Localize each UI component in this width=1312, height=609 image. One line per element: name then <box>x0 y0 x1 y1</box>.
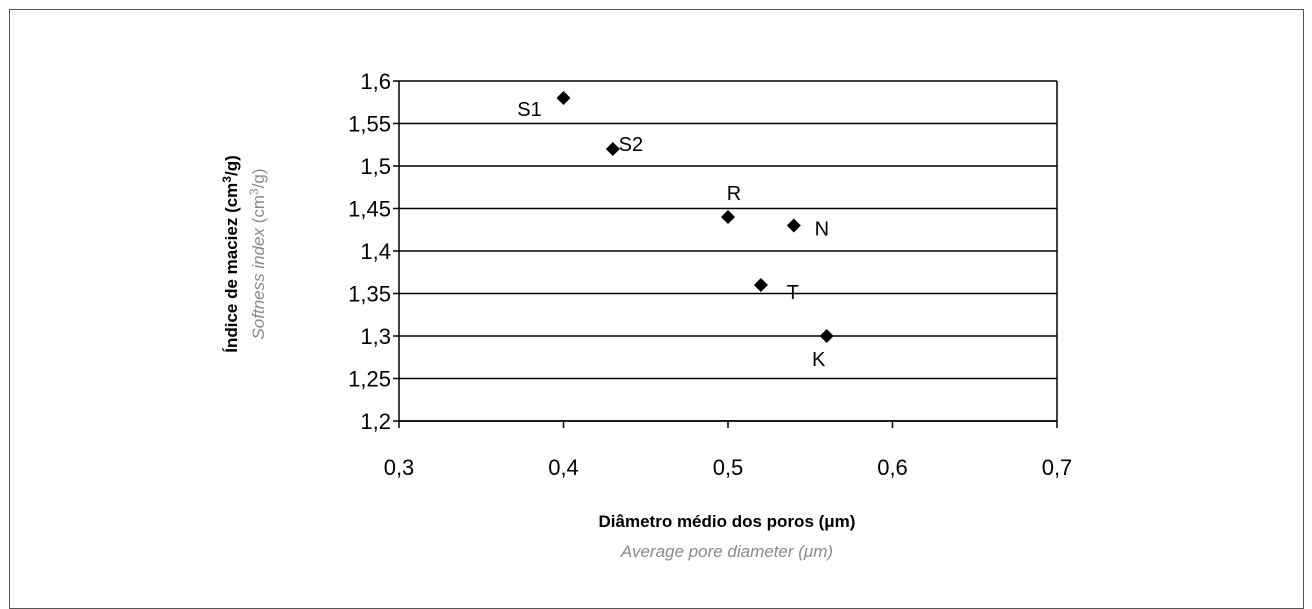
y-tick-label: 1,2 <box>360 409 391 434</box>
axes <box>393 80 1058 428</box>
y-tick-label: 1,4 <box>360 239 391 264</box>
data-point-n <box>786 218 801 233</box>
x-tick-label: 0,6 <box>877 455 908 480</box>
y-tick-label: 1,55 <box>348 112 391 137</box>
x-axis-title: Diâmetro médio dos poros (μm) <box>599 512 856 531</box>
y-tick-labels: 1,2 1,25 1,3 1,35 1,4 1,45 1,5 1,55 1,6 <box>348 69 391 434</box>
data-points <box>556 91 834 343</box>
point-label-s1: S1 <box>517 99 541 121</box>
point-labels: S1 S2 R N T K <box>517 99 829 371</box>
data-point-s2 <box>605 142 620 156</box>
point-label-t: T <box>787 282 799 304</box>
point-label-r: R <box>727 183 741 205</box>
y-axis-subtitle: Softness index (cm3/g) <box>247 168 268 339</box>
y-tick-label: 1,6 <box>360 69 391 94</box>
point-label-k: K <box>812 349 826 371</box>
x-axis-subtitle: Average pore diameter (μm) <box>620 542 833 561</box>
y-tick-label: 1,3 <box>360 324 391 349</box>
x-tick-label: 0,3 <box>384 455 415 480</box>
x-tick-label: 0,4 <box>548 455 579 480</box>
data-point-k <box>819 329 834 343</box>
data-point-s1 <box>556 91 571 105</box>
y-tick-label: 1,25 <box>348 367 391 392</box>
y-tick-label: 1,35 <box>348 282 391 307</box>
y-tick-label: 1,5 <box>360 154 391 179</box>
x-tick-label: 0,5 <box>713 455 744 480</box>
x-tick-label: 0,7 <box>1042 455 1073 480</box>
data-point-t <box>753 278 768 292</box>
grid-lines <box>399 80 1057 422</box>
point-label-s2: S2 <box>619 134 643 156</box>
x-tick-labels: 0,3 0,4 0,5 0,6 0,7 <box>384 455 1073 480</box>
point-label-n: N <box>815 219 829 241</box>
y-tick-label: 1,45 <box>348 197 391 222</box>
data-point-r <box>721 210 735 224</box>
y-axis-title: Índice de maciez (cm3/g) <box>220 155 241 353</box>
scatter-chart: 1,21,251,31,351,41,451,51,551,6 0,3 0,4 0,… <box>220 69 1073 561</box>
